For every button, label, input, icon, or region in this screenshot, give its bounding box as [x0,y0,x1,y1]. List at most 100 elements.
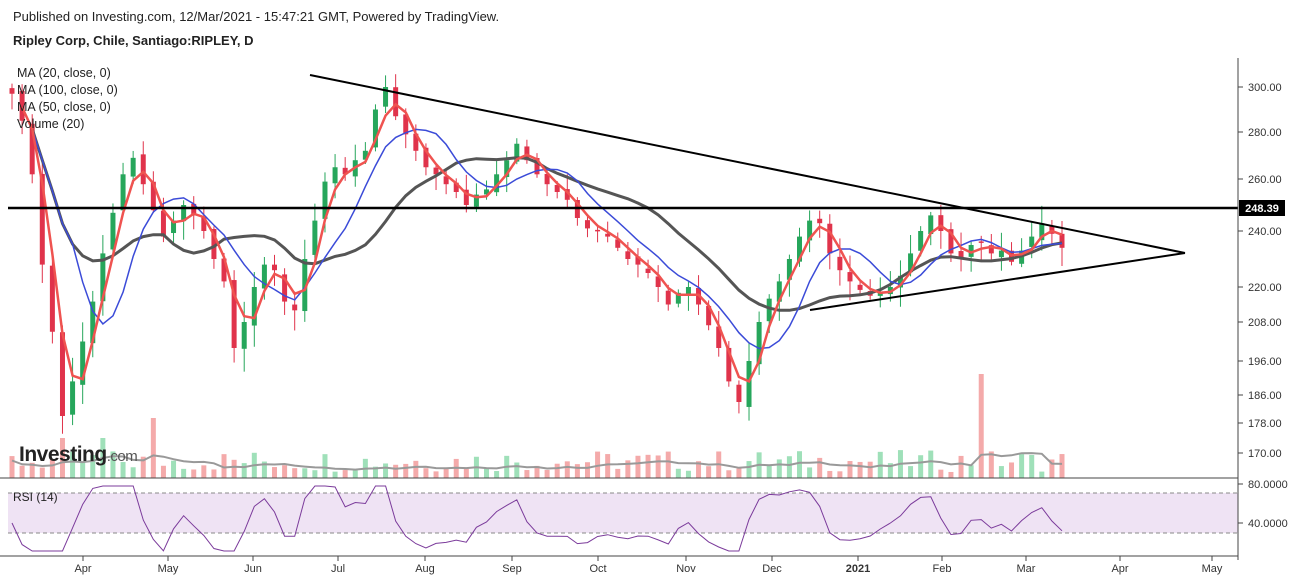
volume-bar [928,450,934,478]
candle-body [746,361,752,407]
volume-bar [130,467,136,478]
candle-body [968,245,974,257]
candle-body [736,384,742,402]
rsi-tick-label: 40.0000 [1248,518,1288,530]
volume-bar [837,471,843,478]
candle-body [584,220,590,229]
volume-bar [1049,459,1055,478]
candle-body [100,253,106,302]
price-tick-label: 280.00 [1248,127,1282,139]
volume-bar [675,468,681,478]
candle-body [797,236,802,262]
candle-body [1059,233,1065,248]
legend-ma50[interactable]: MA (50, close, 0) [17,100,111,114]
volume-bar [584,462,590,478]
time-tick-label: May [1202,563,1223,575]
candle-body [938,215,944,231]
volume-bar [231,459,237,478]
volume-bar [80,461,86,478]
volume-bar [403,463,409,478]
volume-bar [908,466,914,478]
volume-bar [484,467,490,478]
volume-bar [342,470,348,478]
candle-body [827,223,833,254]
volume-bar [19,465,25,478]
price-tick-label: 170.00 [1248,448,1282,460]
rsi-series [11,485,1063,552]
candlesticks [9,74,1065,434]
price-tick-label: 260.00 [1248,174,1282,186]
price-tick-label: 178.00 [1248,418,1282,430]
volume-bar [29,462,35,478]
volume-bar [978,374,984,478]
candle-body [322,181,328,219]
candle-body [978,241,984,243]
legend-ma20[interactable]: MA (20, close, 0) [17,66,111,80]
candle-body [918,231,924,251]
volume-bar [696,461,702,478]
candle-body [372,109,378,148]
ma20-line [20,102,1063,384]
candle-body [251,287,257,326]
volume-bar [191,469,197,478]
candle-body [776,281,782,302]
candle-body [837,256,843,271]
candle-body [221,258,227,282]
candle-body [272,264,277,271]
candle-body [49,265,55,332]
legend-ma100[interactable]: MA (100, close, 0) [17,83,118,97]
time-tick-label: Mar [1017,563,1036,575]
candle-body [110,212,116,250]
price-tick-label: 208.00 [1248,317,1282,329]
rsi-label[interactable]: RSI (14) [13,490,58,504]
volume-bar [807,467,813,478]
volume-bar [625,460,631,478]
volume-bar [413,460,419,478]
volume-bar [494,471,500,478]
volume-bar [706,466,712,478]
volume-bar [372,466,378,478]
volume-ma [11,452,1063,471]
volume-bar [867,461,873,478]
volume-bar [332,471,338,478]
candle-body [332,167,338,184]
candle-body [312,220,318,255]
volume-bar [887,463,893,478]
candle-body [90,301,96,344]
rsi-tick-label: 80.0000 [1248,479,1288,491]
volume-bar [857,461,863,478]
candle-body [786,259,792,280]
price-tick-label: 186.00 [1248,390,1282,402]
volume-bar [282,465,288,478]
volume-bar [797,451,802,478]
candle-body [605,233,611,237]
volume-bar [272,467,277,478]
volume-bar [59,438,65,478]
candle-body [59,332,65,416]
upper-trend-line [309,74,1186,254]
candle-body [615,239,621,248]
candle-body [120,174,126,211]
volume-bar [150,418,156,478]
candle-body [362,150,368,160]
volume-bar [968,465,974,478]
legend-volume[interactable]: Volume (20) [17,117,85,131]
volume-bar [241,463,247,478]
ma50-line [31,128,1063,350]
time-tick-label: Nov [676,563,696,575]
candle-body [39,173,45,265]
volume-bar [776,459,782,478]
candle-body [766,298,772,322]
candle-body [191,203,197,216]
volume-bar [181,468,187,478]
volume-bar [322,454,328,478]
time-tick-label: Oct [589,563,606,575]
candle-body [231,280,237,348]
price-tick-label: 220.00 [1248,282,1282,294]
time-tick-label: Dec [762,563,782,575]
volume-bar [665,451,671,478]
volume-bar [615,468,621,478]
candle-body [292,304,298,311]
candle-body [201,216,207,231]
